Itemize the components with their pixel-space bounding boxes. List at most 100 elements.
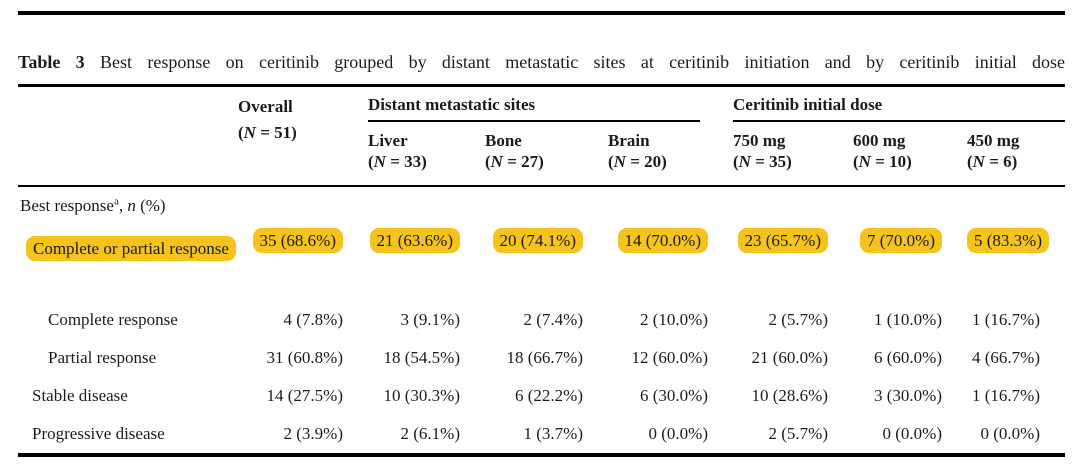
column-header-bone: Bone (N = 27) <box>485 130 608 172</box>
n-open: ( <box>368 152 374 171</box>
overall-n: (N = 51) <box>238 120 368 146</box>
data-cell: 18 (54.5%) <box>383 348 460 367</box>
highlight-mark: 14 (70.0%) <box>617 228 708 253</box>
col-label: 750 mg <box>733 131 786 150</box>
data-cell: 0 (0.0%) <box>882 424 942 443</box>
data-cell: 10 (28.6%) <box>751 386 828 405</box>
n-symbol: N <box>972 152 985 171</box>
data-cell: 0 (0.0%) <box>648 424 708 443</box>
data-cell: 1 (16.7%) <box>972 386 1040 405</box>
n-symbol: N <box>738 152 751 171</box>
n-value: 10 <box>889 152 907 171</box>
n-equals: = <box>984 152 1004 171</box>
data-cell: 21 (60.0%) <box>751 348 828 367</box>
column-header-overall: Overall (N = 51) <box>238 94 368 172</box>
bottom-rule <box>18 453 1065 457</box>
col-n: (N = 33) <box>368 151 485 172</box>
n-close: ) <box>538 152 544 171</box>
n-equals: = <box>750 152 770 171</box>
col-label: Brain <box>608 131 650 150</box>
n-equals: = <box>625 152 645 171</box>
data-cell: 5 (83.3%) <box>967 225 1065 253</box>
data-cell: 7 (70.0%) <box>853 225 967 253</box>
caption-rule <box>18 84 1065 87</box>
n-equals: = <box>255 123 275 142</box>
data-cell: 12 (60.0%) <box>631 348 708 367</box>
n-symbol: N <box>613 152 626 171</box>
data-cell: 10 (30.3%) <box>383 386 460 405</box>
table-row-complete-response: Complete response 4 (7.8%) 3 (9.1%) 2 (7… <box>18 301 1065 339</box>
data-cell: 1 (3.7%) <box>523 424 583 443</box>
data-cell: 6 (30.0%) <box>640 386 708 405</box>
n-value: 6 <box>1003 152 1012 171</box>
section-row-best-response: Best responsea, n (%) <box>18 187 1065 225</box>
group-header-underline: Ceritinib initial dose <box>733 94 1065 122</box>
col-label: Liver <box>368 131 408 150</box>
highlight-mark: 23 (65.7%) <box>737 228 828 253</box>
highlight-mark: 7 (70.0%) <box>860 228 942 253</box>
data-cell: 4 (7.8%) <box>283 310 343 329</box>
column-header-750mg: 750 mg (N = 35) <box>733 130 853 172</box>
col-n: (N = 6) <box>967 151 1065 172</box>
n-open: ( <box>485 152 491 171</box>
data-cell: 2 (10.0%) <box>640 310 708 329</box>
count-suffix: (%) <box>135 196 166 215</box>
table-caption: Table 3 Best response on ceritinib group… <box>18 49 1065 75</box>
n-symbol: N <box>490 152 503 171</box>
group-header-ceritinib-initial-dose: Ceritinib initial dose <box>733 94 1065 122</box>
data-cell: 0 (0.0%) <box>980 424 1040 443</box>
top-rule <box>18 11 1065 15</box>
table-row-partial-response: Partial response 31 (60.8%) 18 (54.5%) 1… <box>18 339 1065 377</box>
n-symbol: N <box>373 152 386 171</box>
n-open: ( <box>733 152 739 171</box>
data-cell: 21 (63.6%) <box>368 225 485 253</box>
n-symbol: N <box>858 152 871 171</box>
n-value: 51 <box>274 123 292 142</box>
footnote-marker: a <box>113 195 119 208</box>
column-header-brain: Brain (N = 20) <box>608 130 733 172</box>
col-n: (N = 10) <box>853 151 967 172</box>
caption-text: Best response on ceritinib grouped by di… <box>100 52 1066 72</box>
highlight-mark: 20 (74.1%) <box>492 228 583 253</box>
col-label: 600 mg <box>853 131 906 150</box>
count-symbol: n <box>127 196 136 215</box>
row-label: Progressive disease <box>32 424 165 443</box>
col-n: (N = 20) <box>608 151 733 172</box>
col-label: Bone <box>485 131 522 150</box>
table-row-stable-disease: Stable disease 14 (27.5%) 10 (30.3%) 6 (… <box>18 377 1065 415</box>
group-header-distant-metastatic-sites: Distant metastatic sites <box>368 94 733 122</box>
column-header-liver: Liver (N = 33) <box>368 130 485 172</box>
n-close: ) <box>421 152 427 171</box>
data-cell: 3 (30.0%) <box>874 386 942 405</box>
table-row-progressive-disease: Progressive disease 2 (3.9%) 2 (6.1%) 1 … <box>18 415 1065 453</box>
data-cell: 14 (27.5%) <box>266 386 343 405</box>
group-label: Ceritinib initial dose <box>733 95 883 114</box>
n-close: ) <box>906 152 912 171</box>
paper-table-page: Table 3 Best response on ceritinib group… <box>0 11 1080 457</box>
highlight-mark: 21 (63.6%) <box>369 228 460 253</box>
data-cell: 4 (66.7%) <box>972 348 1040 367</box>
data-cell: 35 (68.6%) <box>238 225 368 253</box>
data-cell: 2 (6.1%) <box>400 424 460 443</box>
data-cell: 6 (60.0%) <box>874 348 942 367</box>
n-open: ( <box>967 152 973 171</box>
highlight-mark: 5 (83.3%) <box>967 228 1049 253</box>
data-cell: 6 (22.2%) <box>515 386 583 405</box>
n-open: ( <box>853 152 859 171</box>
n-equals: = <box>502 152 522 171</box>
n-value: 20 <box>644 152 662 171</box>
header-spacer <box>18 94 238 172</box>
data-cell: 20 (74.1%) <box>485 225 608 253</box>
data-cell: 14 (70.0%) <box>608 225 733 253</box>
col-n: (N = 27) <box>485 151 608 172</box>
column-header-600mg: 600 mg (N = 10) <box>853 130 967 172</box>
overall-label: Overall <box>238 97 293 116</box>
group-header-underline: Distant metastatic sites <box>368 94 700 122</box>
caption-label: Table 3 <box>18 52 85 72</box>
row-label: Partial response <box>48 348 157 367</box>
highlight-mark: 35 (68.6%) <box>252 228 343 253</box>
table-header: Overall (N = 51) Distant metastatic site… <box>18 87 1065 185</box>
row-label: Complete response <box>48 310 178 329</box>
row-label: Stable disease <box>32 386 128 405</box>
header-rule <box>18 185 1065 187</box>
